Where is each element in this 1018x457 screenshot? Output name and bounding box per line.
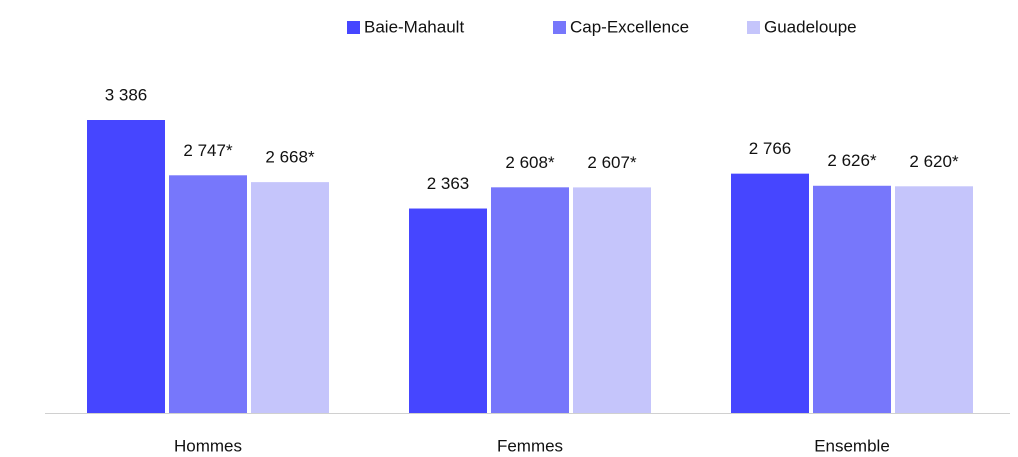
value-label: 2 747*	[183, 141, 233, 160]
legend-label: Guadeloupe	[764, 17, 857, 36]
value-label: 2 607*	[587, 153, 637, 172]
bar	[491, 187, 569, 413]
bar	[895, 186, 973, 413]
bar	[813, 185, 891, 413]
bar	[251, 182, 329, 413]
value-label: 2 620*	[909, 152, 959, 171]
x-tick-label: Hommes	[174, 436, 242, 455]
legend-swatch	[347, 21, 360, 34]
x-tick-label: Ensemble	[814, 436, 890, 455]
legend-swatch	[747, 21, 760, 34]
legend-label: Baie-Mahault	[364, 17, 464, 36]
value-label: 2 668*	[265, 148, 315, 167]
value-label: 2 766	[749, 139, 792, 158]
legend-label: Cap-Excellence	[570, 17, 689, 36]
bar	[731, 173, 809, 413]
bar	[87, 120, 165, 413]
legend-swatch	[553, 21, 566, 34]
value-label: 2 608*	[505, 153, 555, 172]
bar	[573, 187, 651, 413]
bar	[169, 175, 247, 413]
value-label: 3 386	[105, 85, 148, 104]
x-tick-label: Femmes	[497, 436, 563, 455]
bar	[409, 208, 487, 413]
value-label: 2 626*	[827, 151, 877, 170]
value-label: 2 363	[427, 174, 470, 193]
